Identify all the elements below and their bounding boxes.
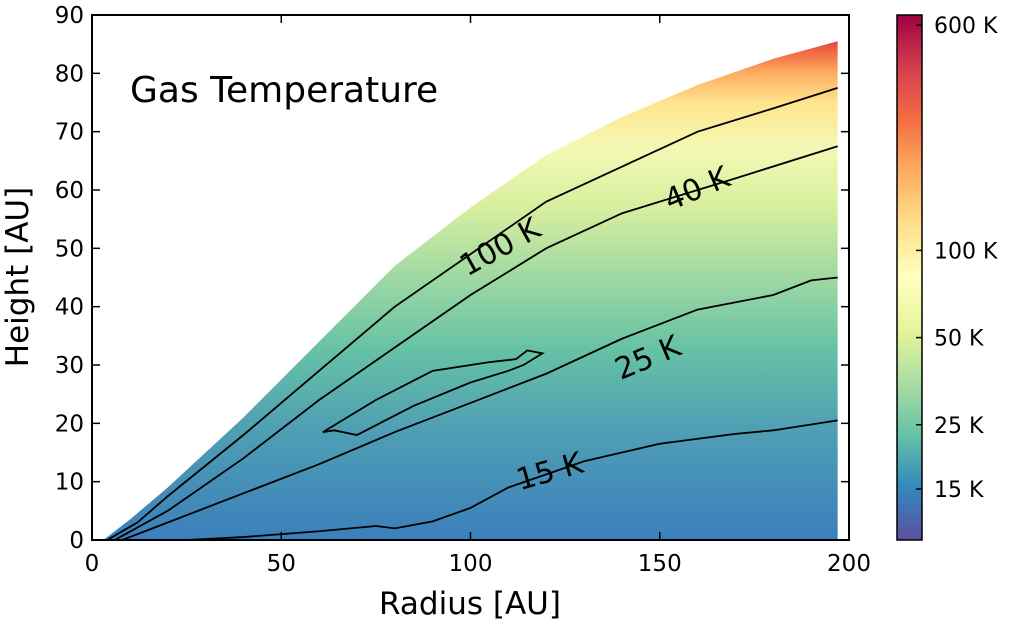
y-tick-label: 70 xyxy=(55,120,84,146)
y-axis-label: Height [AU] xyxy=(0,187,36,367)
y-tick-label: 30 xyxy=(55,353,84,379)
x-tick-label: 100 xyxy=(449,551,493,577)
x-tick-label: 150 xyxy=(638,551,682,577)
colorbar: 15 K 25 K 50 K 100 K 600 K xyxy=(896,14,998,541)
x-axis-label: Radius [AU] xyxy=(379,586,561,621)
contour-line-3 xyxy=(106,87,838,540)
colorbar-tick-label: 100 K xyxy=(934,239,998,264)
colorbar-strip xyxy=(896,14,923,541)
contour-lines xyxy=(106,87,838,540)
y-tick-label: 40 xyxy=(55,295,84,321)
disk-temperature-field xyxy=(103,41,838,540)
contour-line-0 xyxy=(186,419,838,540)
y-tick-label: 10 xyxy=(55,470,84,496)
colorbar-ticks: 15 K 25 K 50 K 100 K 600 K xyxy=(916,14,998,503)
colorbar-tick-label: 15 K xyxy=(934,478,984,503)
y-tick-label: 0 xyxy=(69,528,84,554)
y-tick-label: 60 xyxy=(55,178,84,204)
x-tick-label: 50 xyxy=(267,551,296,577)
colorbar-tick-label: 25 K xyxy=(934,414,984,439)
y-axis-ticks: 0 10 20 30 40 50 60 70 80 90 xyxy=(55,3,849,554)
x-axis-ticks: 0 50 100 150 200 xyxy=(85,15,871,577)
contour-line-4 xyxy=(322,349,545,436)
y-tick-label: 20 xyxy=(55,411,84,437)
x-tick-label: 0 xyxy=(85,551,100,577)
x-tick-label: 200 xyxy=(827,551,871,577)
contour-line-2 xyxy=(114,145,838,540)
y-tick-label: 50 xyxy=(55,236,84,262)
contour-line-1 xyxy=(121,276,838,540)
chart-title: Gas Temperature xyxy=(130,70,438,111)
colorbar-tick-label: 50 K xyxy=(934,327,984,352)
y-tick-label: 90 xyxy=(55,3,84,29)
colorbar-tick-label: 600 K xyxy=(934,14,998,39)
y-tick-label: 80 xyxy=(55,61,84,87)
